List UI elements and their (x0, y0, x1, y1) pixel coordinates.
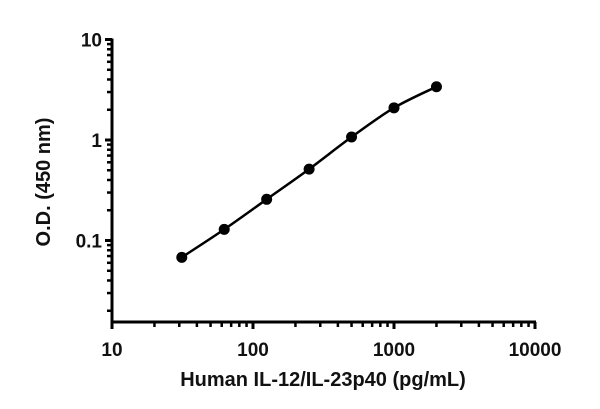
data-point (218, 223, 230, 235)
x-tick-label: 1000 (373, 340, 415, 361)
plot-area (176, 81, 442, 263)
data-point (303, 163, 315, 175)
y-axis: 0.1 1 10 (76, 31, 114, 323)
data-point (430, 81, 442, 93)
x-axis: 10 100 1000 10000 (101, 320, 562, 361)
data-point (388, 102, 400, 114)
data-point (346, 131, 358, 143)
x-tick-label: 10 (101, 340, 122, 361)
y-tick-label: 0.1 (76, 232, 103, 253)
data-point (176, 251, 188, 263)
y-tick-label: 1 (91, 131, 102, 152)
y-tick-label: 10 (81, 31, 102, 52)
y-axis-title: O.D. (450 nm) (33, 118, 55, 247)
x-axis-title: Human IL-12/IL-23p40 (pg/mL) (180, 369, 466, 391)
x-tick-label: 10000 (509, 340, 562, 361)
x-tick-label: 100 (237, 340, 269, 361)
data-point (261, 193, 273, 205)
